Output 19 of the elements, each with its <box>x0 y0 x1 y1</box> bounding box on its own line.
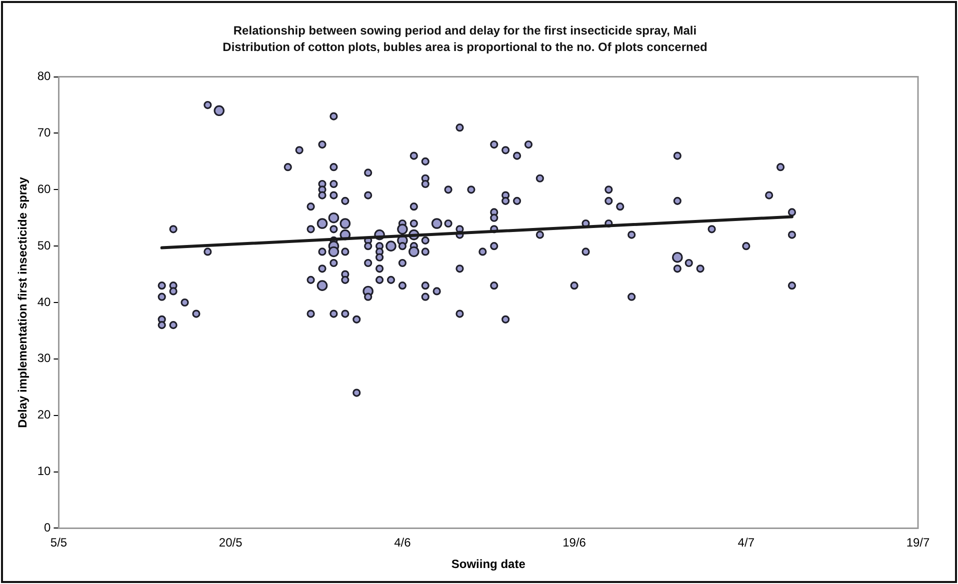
y-tick-label: 50 <box>37 238 52 252</box>
y-tick-label: 70 <box>37 126 52 140</box>
x-axis-title: Sowiing date <box>451 557 526 572</box>
x-tick-label: 19/7 <box>906 536 930 550</box>
y-tick-label: 10 <box>37 464 52 478</box>
y-axis-title: Delay implementation first insecticide spray <box>16 176 30 428</box>
x-tick-label: 19/6 <box>562 536 586 550</box>
x-tick-label: 20/5 <box>218 536 243 550</box>
y-tick-label: 0 <box>44 520 52 535</box>
x-tick-label: 4/7 <box>738 536 755 550</box>
y-tick-label: 60 <box>37 182 52 196</box>
y-tick-label: 20 <box>37 408 52 422</box>
y-tick-label: 40 <box>37 294 52 309</box>
y-tick-label: 30 <box>37 351 52 366</box>
x-tick-label: 5/5 <box>50 536 68 550</box>
chart-title: Relationship between sowing period and delay for the first insecticide spray, Mali <box>233 24 697 38</box>
x-tick-label: 4/6 <box>394 536 412 550</box>
chart-subtitle: Distribution of cotton plots, bubles area is proportional to the no. Of plots concerned <box>222 40 708 54</box>
y-tick-label: 80 <box>37 69 52 84</box>
